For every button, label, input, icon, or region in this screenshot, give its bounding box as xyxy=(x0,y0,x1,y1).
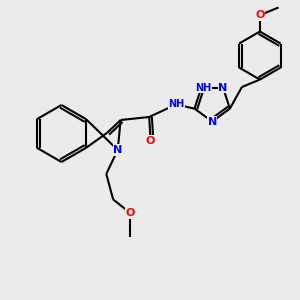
Text: O: O xyxy=(146,136,155,146)
Text: O: O xyxy=(126,208,135,218)
Text: NH: NH xyxy=(168,99,184,110)
Text: N: N xyxy=(208,116,217,127)
Text: N: N xyxy=(218,83,228,93)
Text: NH: NH xyxy=(196,83,212,93)
Text: N: N xyxy=(113,145,122,155)
Text: O: O xyxy=(255,10,265,20)
